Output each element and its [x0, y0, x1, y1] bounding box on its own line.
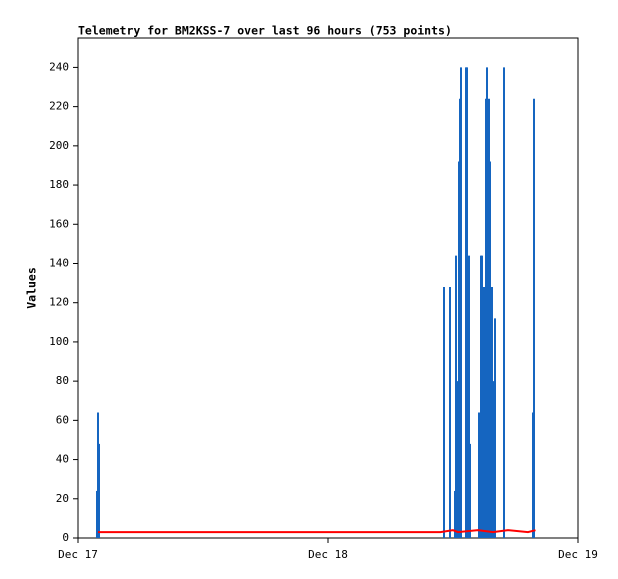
y-axis-label: Values — [25, 267, 39, 309]
y-tick-label: 200 — [49, 139, 69, 152]
y-tick-label: 240 — [49, 60, 69, 73]
x-tick-label: Dec 17 — [58, 548, 98, 561]
y-tick-label: 160 — [49, 217, 69, 230]
y-tick-label: 220 — [49, 100, 69, 113]
y-tick-label: 60 — [56, 413, 69, 426]
y-tick-label: 120 — [49, 296, 69, 309]
y-tick-label: 40 — [56, 453, 69, 466]
y-tick-label: 100 — [49, 335, 69, 348]
y-tick-label: 80 — [56, 374, 69, 387]
y-tick-label: 180 — [49, 178, 69, 191]
y-tick-label: 140 — [49, 256, 69, 269]
chart-title: Telemetry for BM2KSS-7 over last 96 hour… — [78, 24, 452, 38]
y-tick-label: 0 — [62, 531, 69, 544]
x-tick-label: Dec 18 — [308, 548, 348, 561]
series-line — [98, 529, 536, 534]
x-tick-label: Dec 19 — [558, 548, 598, 561]
y-tick-label: 20 — [56, 492, 69, 505]
